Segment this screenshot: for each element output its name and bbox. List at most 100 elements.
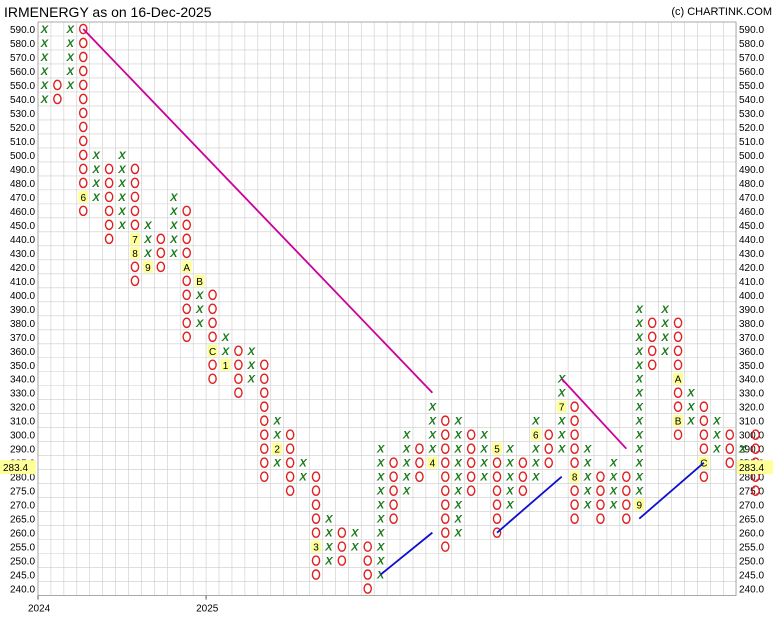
- x-mark: X: [454, 500, 463, 512]
- o-mark: [234, 387, 243, 399]
- x-mark: X: [609, 500, 618, 512]
- o-mark: [363, 541, 373, 552]
- month-marker-bg: [207, 344, 218, 357]
- o-mark: [492, 527, 502, 538]
- x-mark: X: [376, 472, 385, 484]
- month-marker: 9: [145, 263, 151, 274]
- o-mark: [389, 499, 398, 510]
- x-mark: X: [247, 346, 256, 358]
- y-tick-label-left: 330.0: [10, 389, 35, 400]
- y-tick-label-left: 460.0: [10, 207, 35, 218]
- month-marker: 5: [494, 445, 500, 456]
- o-mark: [78, 93, 88, 105]
- x-mark: X: [635, 430, 644, 442]
- o-mark: [751, 485, 760, 496]
- o-mark: [259, 471, 269, 482]
- x-mark: X: [428, 402, 437, 414]
- x-tick-label: 2025: [196, 604, 219, 615]
- o-mark: [104, 219, 114, 231]
- o-mark: [518, 471, 528, 482]
- y-tick-label-right: 245.0: [739, 571, 764, 582]
- x-mark: X: [635, 332, 644, 344]
- y-tick-label-right: 380.0: [739, 319, 764, 330]
- o-mark: [725, 457, 735, 468]
- month-marker: 9: [636, 501, 642, 512]
- y-tick-label-left: 350.0: [10, 361, 35, 372]
- x-mark: X: [557, 444, 566, 456]
- x-mark: X: [247, 360, 256, 372]
- y-tick-label-left: 430.0: [10, 249, 35, 260]
- x-mark: X: [117, 206, 126, 218]
- o-mark: [570, 457, 579, 468]
- month-marker-bg: [142, 260, 153, 273]
- month-marker-bg: [220, 358, 231, 371]
- y-tick-label-right: 500.0: [739, 151, 764, 162]
- x-mark: X: [376, 444, 385, 456]
- last-price-bg-right: [737, 460, 773, 475]
- y-tick-label-right: 480.0: [739, 179, 764, 190]
- y-tick-label-right: 470.0: [739, 193, 764, 204]
- o-mark: [699, 415, 709, 427]
- y-tick-label-left: 480.0: [10, 179, 35, 190]
- o-mark: [182, 331, 191, 343]
- y-tick-label-right: 400.0: [739, 291, 764, 302]
- y-tick-label-right: 350.0: [739, 361, 764, 372]
- x-mark: X: [635, 346, 644, 358]
- o-mark: [544, 457, 554, 468]
- o-mark: [208, 317, 217, 329]
- month-marker-bg: [556, 400, 567, 413]
- month-marker-bg: [673, 372, 684, 385]
- chart-credit: (c) CHARTINK.COM: [671, 6, 772, 18]
- last-price-label-right: 283.4: [739, 463, 764, 474]
- x-mark: X: [583, 472, 592, 484]
- x-mark: X: [66, 24, 75, 36]
- y-tick-label-right: 310.0: [739, 417, 764, 428]
- month-marker-bg: [427, 456, 438, 469]
- y-tick-label-right: 510.0: [739, 137, 764, 148]
- o-mark: [699, 401, 709, 413]
- month-marker: C: [209, 347, 216, 358]
- x-mark: X: [635, 486, 644, 498]
- o-mark: [725, 443, 735, 454]
- o-mark: [259, 429, 269, 441]
- o-mark: [492, 457, 502, 468]
- o-mark: [440, 429, 450, 441]
- o-mark: [182, 317, 191, 329]
- y-tick-label-left: 530.0: [10, 109, 35, 120]
- o-mark: [415, 471, 424, 482]
- x-mark: X: [273, 416, 282, 428]
- o-mark: [622, 471, 631, 482]
- o-mark: [208, 289, 217, 301]
- y-tick-label-right: 260.0: [739, 529, 764, 540]
- o-mark: [337, 555, 347, 566]
- month-marker-bg: [194, 274, 205, 287]
- x-mark: X: [454, 514, 463, 526]
- x-mark: X: [169, 192, 178, 204]
- o-mark: [259, 457, 269, 468]
- y-tick-label-right: 490.0: [739, 165, 764, 176]
- y-tick-label-right: 590.0: [739, 25, 764, 36]
- x-mark: X: [402, 486, 411, 498]
- x-mark: X: [40, 80, 49, 92]
- month-marker: 2: [274, 445, 280, 456]
- o-mark: [285, 471, 295, 482]
- x-mark: X: [635, 388, 644, 400]
- x-mark: X: [221, 332, 230, 344]
- o-mark: [259, 387, 269, 399]
- last-price-bg-left: [0, 460, 36, 475]
- y-tick-label-right: 450.0: [739, 221, 764, 232]
- month-marker-bg: [181, 260, 192, 273]
- y-tick-label-left: 275.0: [10, 487, 35, 498]
- x-mark: X: [376, 486, 385, 498]
- o-mark: [596, 471, 605, 482]
- o-mark: [699, 429, 709, 441]
- o-mark: [78, 135, 88, 147]
- x-mark: X: [505, 458, 514, 470]
- x-mark: X: [635, 304, 644, 316]
- month-marker: 6: [80, 193, 86, 204]
- y-tick-label-left: 420.0: [10, 263, 35, 274]
- o-mark: [751, 443, 760, 454]
- o-mark: [182, 205, 191, 217]
- y-tick-label-left: 580.0: [10, 39, 35, 50]
- o-mark: [337, 527, 347, 538]
